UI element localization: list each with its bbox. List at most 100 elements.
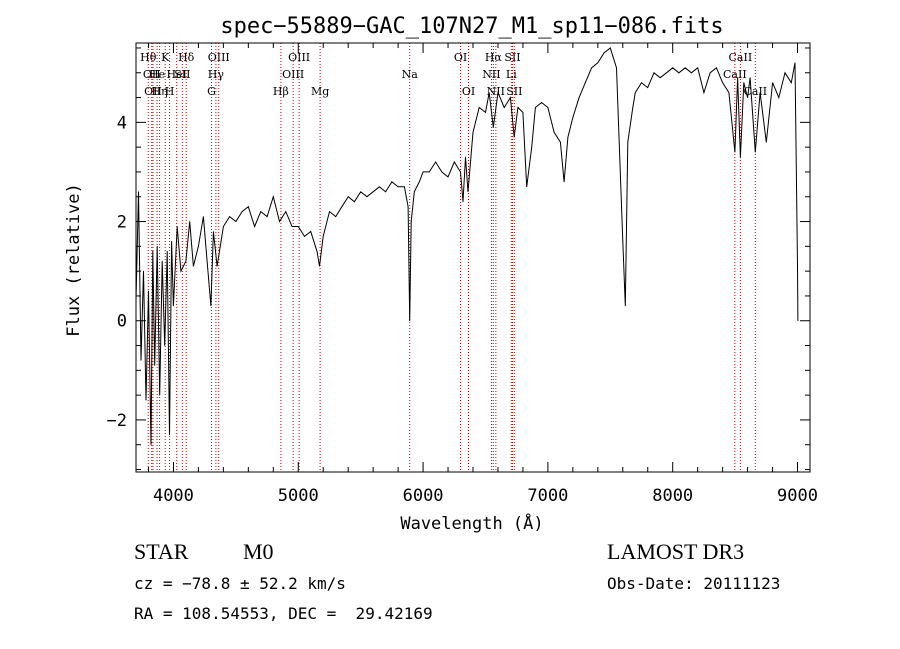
data-point-2: [140, 360, 142, 361]
redshift-cz: cz = −78.8 ± 52.2 km/s: [134, 574, 346, 593]
line-label-14: OIII: [282, 68, 304, 81]
data-point-82: [513, 136, 515, 138]
data-point-26: [213, 231, 214, 232]
data-point-43: [316, 250, 318, 252]
data-point-19: [185, 260, 187, 262]
data-point-54: [379, 186, 380, 188]
data-point-5: [148, 290, 149, 292]
line-label-23: Li: [506, 68, 517, 81]
data-point-64: [422, 171, 424, 173]
data-point-62: [413, 191, 415, 193]
data-point-10: [159, 394, 161, 396]
data-point-31: [241, 211, 243, 213]
data-point-17: [176, 226, 178, 227]
data-point-6: [150, 444, 152, 446]
line-label-7: HeI: [166, 68, 186, 81]
data-point-102: [622, 241, 624, 242]
data-point-88: [541, 102, 542, 103]
data-point-118: [709, 72, 711, 74]
x-axis-ticks: 4000 5000 6000 7000 8000 9000: [147, 43, 818, 506]
data-point-99: [603, 52, 605, 54]
object-subclass: M0: [243, 539, 274, 564]
x-tick-label-4: 8000: [652, 486, 693, 506]
data-point-128: [754, 151, 756, 153]
x-tick-label-2: 6000: [403, 486, 444, 506]
line-label-17: Na: [402, 68, 419, 81]
ra-dec: RA = 108.54553, DEC = 29.42169: [134, 604, 433, 623]
data-point-65: [428, 171, 430, 173]
series-line-0: [135, 47, 799, 445]
data-point-121: [728, 92, 730, 93]
data-point-103: [624, 305, 626, 307]
line-label-1: OII: [143, 68, 161, 81]
line-label-10: G: [207, 85, 216, 98]
data-point-61: [410, 221, 412, 222]
spectral-line-labels: HθOIIOIIHeHηKHHeISIIHδGHγOIIIHβOIIIOIIIM…: [140, 51, 767, 98]
data-point-104: [627, 141, 629, 143]
data-point-35: [266, 216, 268, 218]
data-point-45: [322, 236, 324, 237]
data-point-86: [531, 146, 533, 148]
data-point-133: [784, 72, 786, 74]
x-tick-label-1: 5000: [278, 486, 319, 506]
data-point-79: [497, 92, 499, 93]
data-point-9: [156, 245, 158, 247]
y-tick-label-1: 0: [117, 312, 127, 332]
data-point-136: [797, 265, 798, 267]
data-point-83: [517, 107, 519, 108]
data-point-98: [597, 62, 599, 64]
data-point-106: [634, 92, 636, 93]
data-point-46: [329, 211, 330, 213]
data-point-40: [297, 226, 299, 227]
data-point-123: [737, 77, 738, 79]
data-point-1: [138, 191, 139, 193]
data-point-119: [716, 67, 717, 69]
data-point-110: [659, 77, 661, 79]
data-point-84: [522, 112, 524, 113]
line-label-13: Hβ: [273, 85, 289, 98]
data-point-94: [572, 117, 574, 118]
data-point-111: [666, 72, 667, 74]
data-point-56: [391, 181, 393, 183]
data-point-24: [206, 260, 208, 262]
data-point-109: [653, 72, 655, 74]
data-point-48: [341, 206, 343, 208]
data-point-85: [526, 186, 528, 188]
data-point-63: [418, 181, 420, 183]
line-label-6: H: [165, 85, 175, 98]
data-point-3: [143, 270, 144, 272]
data-point-113: [678, 72, 680, 74]
flux-series: [135, 47, 799, 446]
line-label-22: NII: [487, 85, 505, 98]
y-tick-label-0: −2: [107, 411, 127, 431]
survey-release: LAMOST DR3: [607, 539, 745, 564]
data-point-114: [684, 67, 686, 69]
data-point-87: [535, 107, 536, 108]
data-point-41: [304, 236, 305, 237]
data-point-125: [743, 82, 745, 84]
data-point-134: [790, 82, 792, 84]
data-point-116: [697, 67, 699, 69]
line-label-4: Hη: [151, 85, 167, 98]
line-label-27: CaII: [729, 51, 753, 64]
data-point-18: [180, 270, 182, 272]
data-point-21: [193, 265, 194, 267]
data-point-20: [189, 221, 191, 222]
data-point-97: [591, 67, 592, 69]
data-point-95: [578, 97, 580, 98]
data-point-131: [772, 82, 773, 84]
x-tick-label-0: 4000: [153, 486, 194, 506]
data-point-77: [488, 92, 490, 93]
data-point-126: [747, 97, 748, 98]
data-point-8: [154, 365, 156, 366]
data-point-14: [169, 434, 170, 436]
object-class: STAR: [134, 539, 189, 564]
data-point-132: [778, 97, 780, 98]
data-point-137: [797, 320, 799, 322]
line-label-3: He: [149, 68, 165, 81]
data-point-101: [616, 67, 617, 69]
x-axis-label: Wavelength (Å): [400, 512, 543, 534]
data-point-60: [409, 320, 411, 322]
data-point-53: [372, 191, 374, 193]
data-point-78: [492, 126, 494, 128]
